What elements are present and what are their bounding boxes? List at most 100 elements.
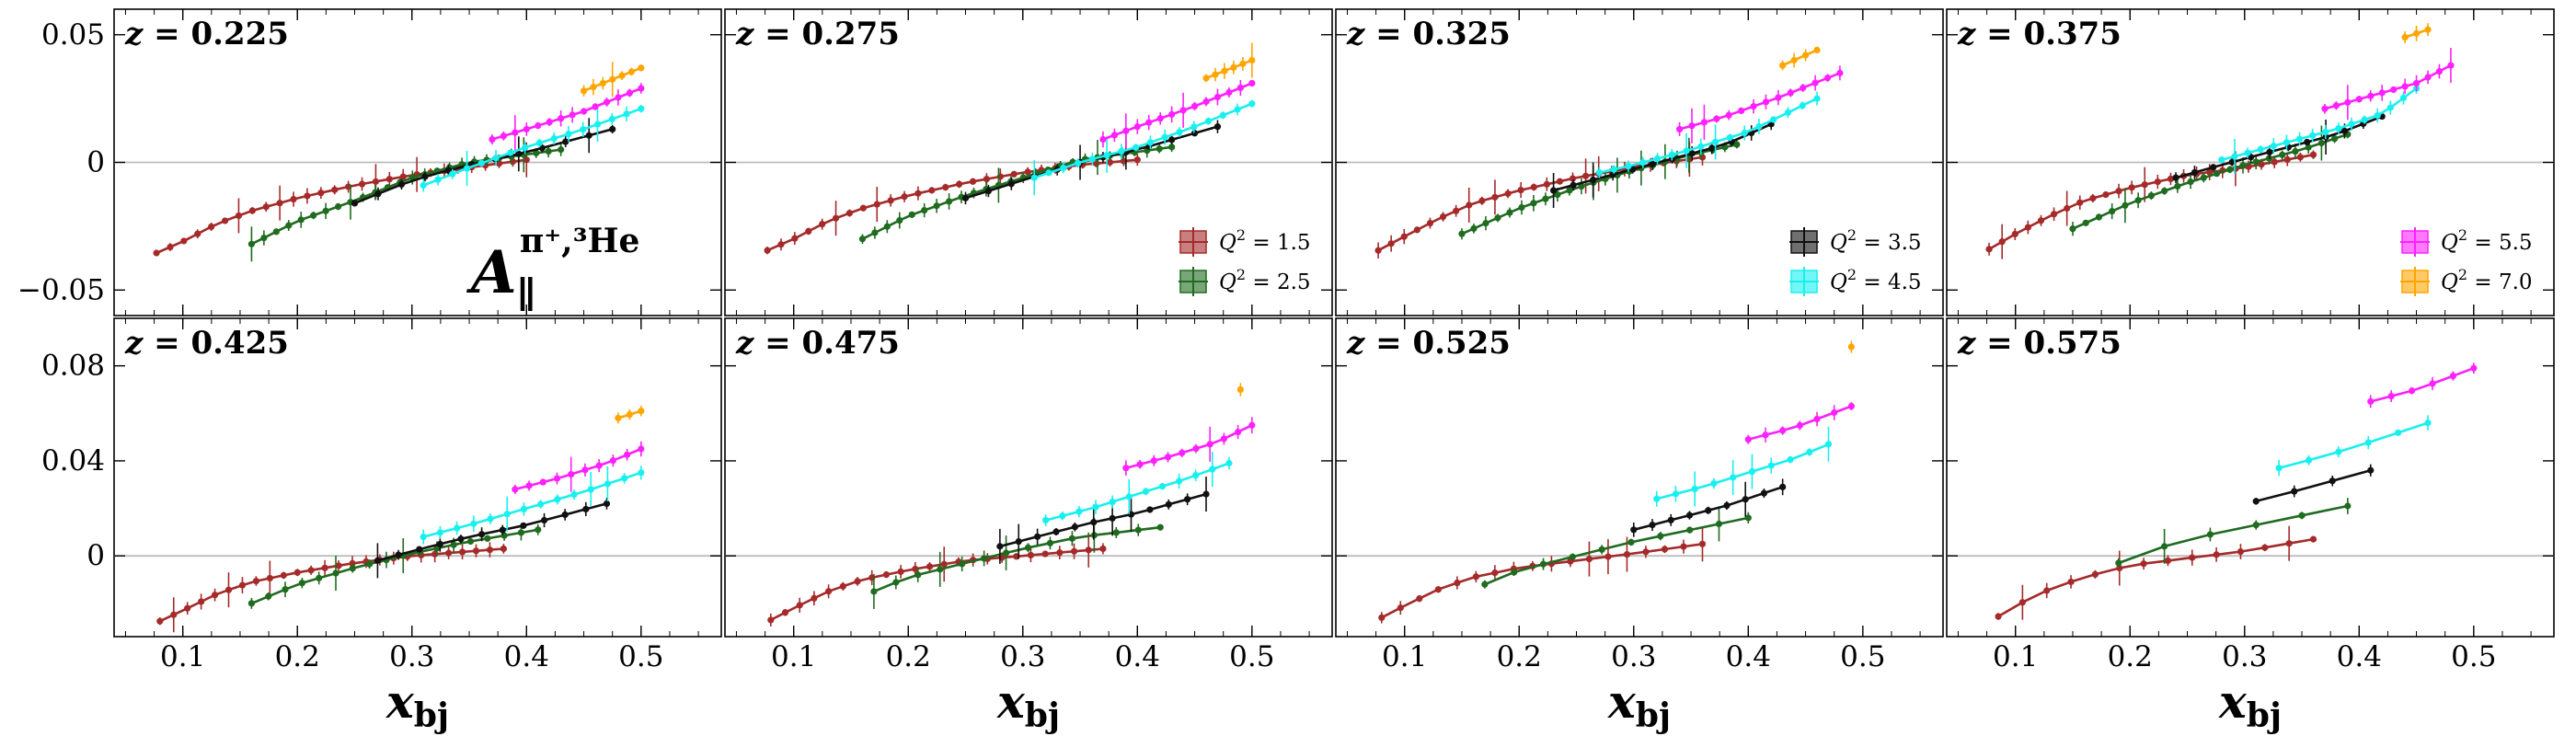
data-point [1569,553,1576,560]
data-point [1099,135,1107,144]
data-point [2305,144,2312,151]
series-q2-7.0 [1202,42,1256,83]
data-point [1985,246,1993,253]
data-point [2069,225,2076,233]
data-point [1400,233,1408,240]
data-point [1779,483,1787,490]
series-q2-1.5 [1995,525,2317,620]
panel-frame [1946,317,2555,638]
data-point [580,87,588,95]
data-point [2424,26,2432,33]
series-line [2324,63,2452,110]
data-point [2424,420,2432,427]
data-point [1667,516,1674,523]
data-point [623,110,630,118]
data-point [892,579,900,586]
data-point [1202,490,1210,498]
data-point [2309,151,2317,158]
data-point [1494,214,1501,222]
data-point [517,529,525,536]
data-point [624,451,631,458]
data-point [1156,523,1164,531]
series-q2-5.5 [512,441,645,494]
data-point [252,577,260,585]
data-point [2335,124,2342,132]
data-point [1627,538,1635,546]
data-point [1685,512,1694,519]
z-label: z = 0.375 [1957,16,2122,52]
data-point [260,234,268,242]
series-q2-1.5 [1985,150,2317,259]
data-point [421,173,429,180]
data-point [609,457,616,465]
data-point [940,560,948,568]
series-q2-3.5 [374,498,611,579]
data-point [2424,74,2432,81]
data-point [777,241,785,248]
data-point [1823,75,1832,82]
data-point [1125,493,1133,500]
data-point [1680,543,1687,550]
data-point [477,159,485,167]
z-label-value: = 0.425 [143,325,289,362]
data-point [2200,174,2207,181]
data-point [2344,502,2352,510]
data-point [1202,75,1210,82]
data-point [2295,135,2304,143]
series-line [2072,132,2349,230]
data-point [1590,176,1597,184]
data-point [1190,102,1199,110]
series-q2-1.5 [764,154,1141,255]
data-point [1698,540,1707,547]
data-point [397,180,406,189]
data-point [1179,107,1187,114]
data-point [262,203,270,211]
data-point [525,482,533,489]
data-point [1184,496,1191,503]
data-point [1779,427,1787,434]
data-point [507,149,514,156]
data-point [282,586,289,593]
data-point [1068,535,1076,542]
data-point [321,564,328,571]
data-point [887,197,894,204]
data-point [1705,507,1712,514]
data-point [489,135,496,144]
data-point [2332,102,2340,109]
x-tick-label: 0.4 [2337,640,2382,673]
series-line [766,158,1138,252]
data-point [1683,147,1690,155]
series-q2-3.5 [1630,478,1787,537]
z-label-var: z [124,325,144,362]
data-point [1192,444,1200,453]
data-point [349,559,356,567]
data-point [520,505,528,513]
data-point [2304,138,2311,146]
data-point [1146,139,1155,146]
data-point [248,207,256,214]
data-point [603,500,611,508]
data-point [2374,111,2381,120]
legend-q-exp: 2 [2458,266,2467,283]
data-point [512,486,519,493]
series-line [159,547,504,623]
data-point [332,569,339,577]
data-point [310,212,317,219]
data-point [1142,488,1149,495]
data-point [2322,128,2329,136]
data-point [921,206,928,214]
data-point [1770,116,1777,123]
y-tick-label: 0 [86,539,105,572]
data-point [1454,579,1461,587]
z-label: z = 0.325 [1346,16,1511,52]
data-point [1668,151,1675,158]
x-axis-label: xbj [385,674,449,735]
data-point [2095,213,2103,221]
data-point [1059,512,1066,520]
series-q2-2.5 [247,523,542,609]
data-point [638,445,645,453]
data-point [1190,130,1199,137]
data-point [592,103,599,110]
data-point [2449,372,2457,380]
data-point [811,594,818,602]
